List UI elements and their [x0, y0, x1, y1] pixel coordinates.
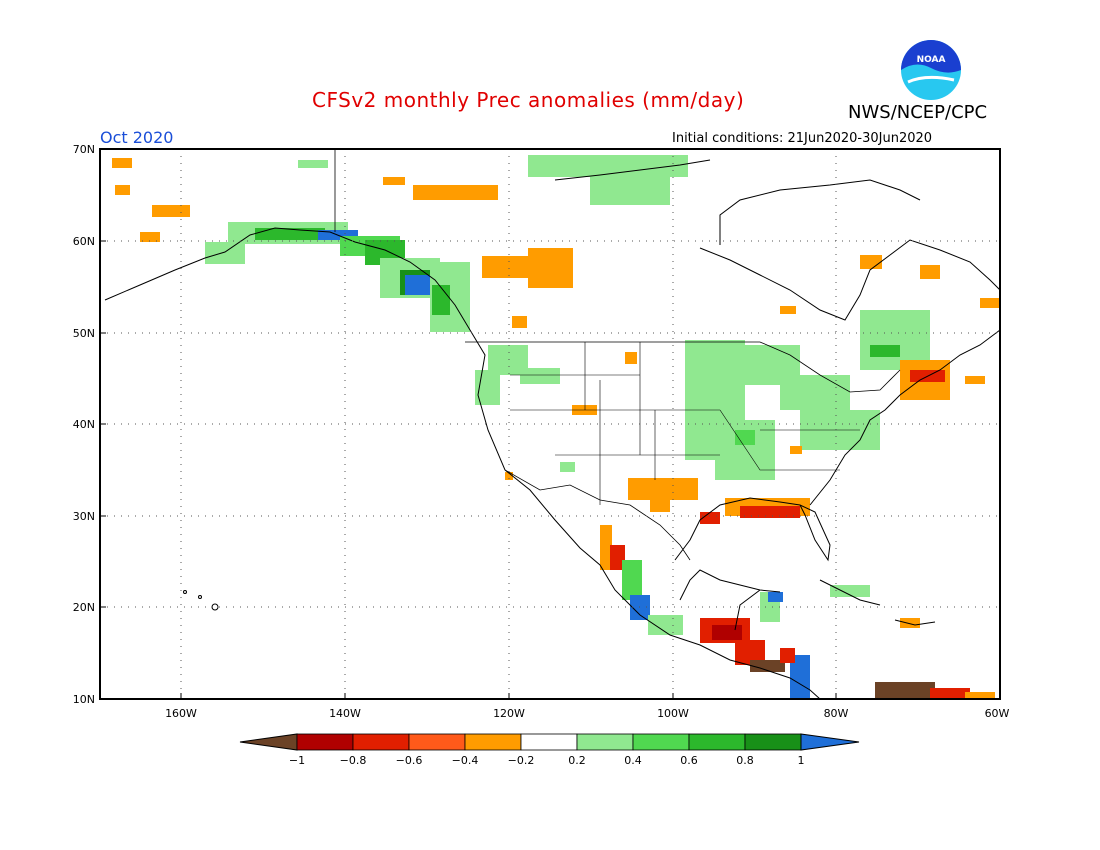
lat-label: 50N [73, 327, 95, 340]
legend-arrow-left [239, 733, 298, 751]
chart-title: CFSv2 monthly Prec anomalies (mm/day) [312, 88, 745, 112]
anomaly-cell [505, 472, 513, 480]
anomaly-cell [712, 625, 742, 640]
anomaly-cell [650, 498, 670, 512]
anomaly-cell [780, 306, 796, 314]
lat-label: 20N [73, 601, 95, 614]
anomaly-cell [740, 506, 800, 518]
lat-label: 60N [73, 235, 95, 248]
lat-label: 30N [73, 510, 95, 523]
anomaly-cell [152, 205, 190, 217]
lon-label: 80W [824, 707, 849, 720]
legend-arrow-right [800, 733, 860, 751]
anomaly-cell [870, 345, 900, 357]
legend-label: 0.4 [624, 754, 642, 767]
anomaly-cell [980, 298, 1000, 308]
anomaly-cell [648, 615, 683, 635]
noaa-logo: NOAA [896, 38, 966, 106]
anomaly-cell [780, 648, 795, 663]
legend-swatch [688, 733, 746, 751]
anomaly-cell [405, 275, 435, 295]
anomaly-cell [622, 560, 642, 600]
ticks [100, 148, 1001, 700]
lon-label: 100W [657, 707, 689, 720]
legend-label: −0.8 [340, 754, 367, 767]
legend-swatch [576, 733, 634, 751]
anomaly-cell [205, 242, 245, 264]
anomaly-cell [790, 655, 810, 699]
logo-text: NOAA [917, 55, 946, 65]
anomaly-cell [768, 592, 783, 602]
borders [510, 342, 860, 505]
legend-swatch [632, 733, 690, 751]
lon-label: 160W [165, 707, 197, 720]
lat-label: 40N [73, 418, 95, 431]
legend-label: 1 [798, 754, 805, 767]
legend-label: −1 [289, 754, 305, 767]
legend-label: 0.2 [568, 754, 586, 767]
lat-label: 70N [73, 143, 95, 156]
anomaly-cell [512, 316, 527, 328]
anomaly-cell [413, 185, 498, 200]
anomaly-cell [830, 585, 870, 597]
anomaly-cell [930, 688, 970, 699]
anomaly-cell [140, 232, 160, 242]
lon-label: 140W [329, 707, 361, 720]
legend-label: −0.6 [396, 754, 423, 767]
anomaly-cell [790, 446, 802, 454]
anomaly-cell [590, 170, 670, 205]
anomaly-cell [628, 478, 698, 500]
anomaly-cell [750, 660, 785, 672]
legend-label: −0.2 [508, 754, 535, 767]
lat-label: 10N [73, 693, 95, 706]
anomaly-cell [298, 160, 328, 168]
anomaly-cell [600, 525, 612, 570]
initial-conditions-label: Initial conditions: 21Jun2020-30Jun2020 [672, 131, 933, 146]
anomaly-cell [965, 376, 985, 384]
anomaly-cell [115, 185, 130, 195]
anomaly-cell [528, 248, 573, 288]
anomaly-cell [900, 618, 920, 628]
anomaly-cell [780, 375, 850, 410]
org-label: NWS/NCEP/CPC [848, 102, 988, 123]
month-label: Oct 2020 [100, 128, 174, 147]
anomaly-cell [383, 177, 405, 185]
legend-swatch [464, 733, 522, 751]
anomaly-cell [625, 352, 637, 364]
graticule [100, 149, 1000, 699]
anomaly-cell [735, 430, 755, 445]
legend-label: 0.6 [680, 754, 698, 767]
legend-swatch [744, 733, 802, 751]
anomaly-cell [700, 512, 720, 524]
legend-label: −0.4 [452, 754, 479, 767]
anomaly-cell [560, 462, 575, 472]
anomaly-cell [965, 692, 995, 699]
legend-swatch [520, 733, 578, 751]
anomaly-cell [920, 265, 940, 279]
coastlines [104, 150, 1000, 699]
legend-label: 0.8 [736, 754, 754, 767]
anomaly-cell [520, 368, 560, 384]
anomaly-cell [610, 545, 625, 570]
legend-swatch [296, 733, 354, 751]
lon-label: 60W [985, 707, 1010, 720]
legend-swatch [352, 733, 410, 751]
anomaly-cell [875, 682, 935, 699]
legend-swatch [408, 733, 466, 751]
anomaly-cell [112, 158, 132, 168]
lon-label: 120W [493, 707, 525, 720]
anomaly-layer [112, 155, 1000, 699]
